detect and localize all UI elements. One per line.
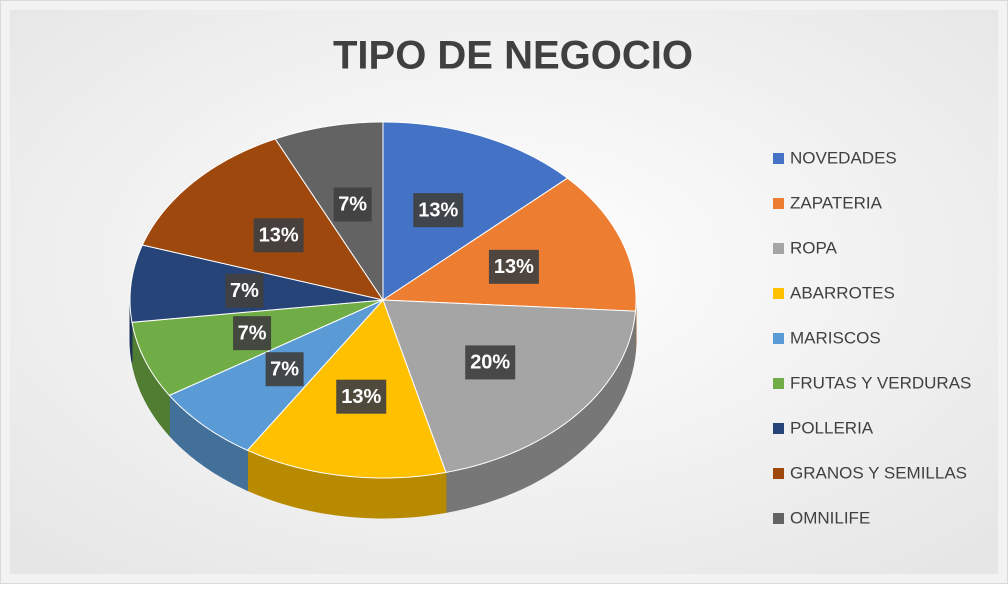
legend-swatch (773, 378, 784, 389)
data-label: 13% (494, 256, 534, 278)
legend-label: POLLERIA (790, 418, 874, 437)
chart-title: TIPO DE NEGOCIO (333, 34, 693, 78)
data-label: 7% (338, 194, 367, 216)
data-label: 7% (270, 359, 299, 381)
legend-swatch (773, 153, 784, 164)
legend-swatch (773, 288, 784, 299)
legend-label: ZAPATERIA (790, 193, 883, 212)
data-label: 13% (418, 199, 458, 221)
legend-label: OMNILIFE (790, 508, 870, 527)
legend-label: GRANOS Y SEMILLAS (790, 463, 967, 482)
legend-label: NOVEDADES (790, 148, 897, 167)
legend-label: FRUTAS Y VERDURAS (790, 373, 971, 392)
legend-swatch (773, 198, 784, 209)
data-label: 7% (230, 280, 259, 302)
data-label: 13% (341, 386, 381, 408)
data-label: 20% (470, 352, 510, 374)
data-label: 7% (238, 322, 267, 344)
data-label: 13% (259, 225, 299, 247)
legend-swatch (773, 243, 784, 254)
legend-label: ABARROTES (790, 283, 895, 302)
legend-swatch (773, 423, 784, 434)
legend-swatch (773, 468, 784, 479)
legend-label: MARISCOS (790, 328, 881, 347)
legend-swatch (773, 513, 784, 524)
legend-label: ROPA (790, 238, 838, 257)
legend-swatch (773, 333, 784, 344)
